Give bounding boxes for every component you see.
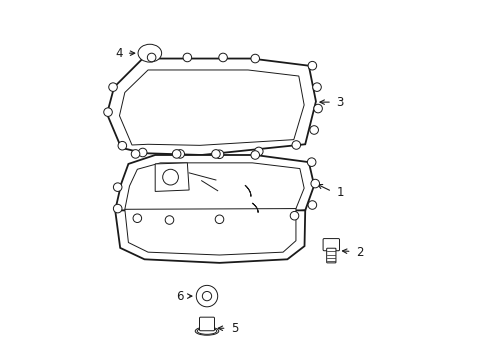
Circle shape — [113, 204, 122, 213]
Text: 6: 6 — [175, 289, 183, 303]
FancyBboxPatch shape — [199, 317, 214, 331]
Circle shape — [215, 215, 224, 224]
Circle shape — [313, 104, 322, 113]
Circle shape — [147, 53, 156, 62]
Circle shape — [172, 150, 181, 158]
FancyBboxPatch shape — [323, 239, 339, 251]
Circle shape — [131, 150, 140, 158]
Text: 4: 4 — [115, 47, 122, 60]
Circle shape — [250, 54, 259, 63]
Ellipse shape — [138, 44, 162, 62]
Polygon shape — [155, 163, 189, 192]
Circle shape — [165, 216, 173, 224]
Circle shape — [108, 83, 117, 91]
Circle shape — [307, 158, 315, 166]
Circle shape — [211, 150, 220, 158]
Circle shape — [183, 53, 191, 62]
Circle shape — [291, 141, 300, 149]
Circle shape — [118, 141, 126, 150]
Circle shape — [215, 150, 224, 158]
Polygon shape — [115, 210, 305, 263]
Circle shape — [113, 183, 122, 192]
Circle shape — [307, 62, 316, 70]
Circle shape — [307, 201, 316, 209]
Text: 3: 3 — [336, 96, 344, 109]
Circle shape — [138, 148, 147, 157]
Circle shape — [310, 179, 319, 188]
Circle shape — [163, 169, 178, 185]
Text: 5: 5 — [231, 323, 238, 336]
Ellipse shape — [195, 327, 218, 335]
Polygon shape — [119, 70, 304, 145]
Polygon shape — [124, 163, 304, 213]
Circle shape — [218, 53, 227, 62]
FancyBboxPatch shape — [326, 248, 335, 263]
Circle shape — [133, 214, 142, 222]
Circle shape — [250, 151, 259, 159]
Ellipse shape — [197, 328, 216, 334]
Circle shape — [254, 147, 263, 156]
Polygon shape — [115, 155, 313, 219]
Circle shape — [202, 292, 211, 301]
Circle shape — [312, 83, 321, 91]
Text: 1: 1 — [336, 186, 344, 199]
Polygon shape — [107, 59, 315, 155]
Circle shape — [290, 211, 298, 220]
Circle shape — [103, 108, 112, 116]
Polygon shape — [124, 208, 295, 255]
Circle shape — [176, 150, 184, 158]
Circle shape — [196, 285, 217, 307]
Text: 2: 2 — [356, 246, 363, 258]
Circle shape — [309, 126, 318, 134]
